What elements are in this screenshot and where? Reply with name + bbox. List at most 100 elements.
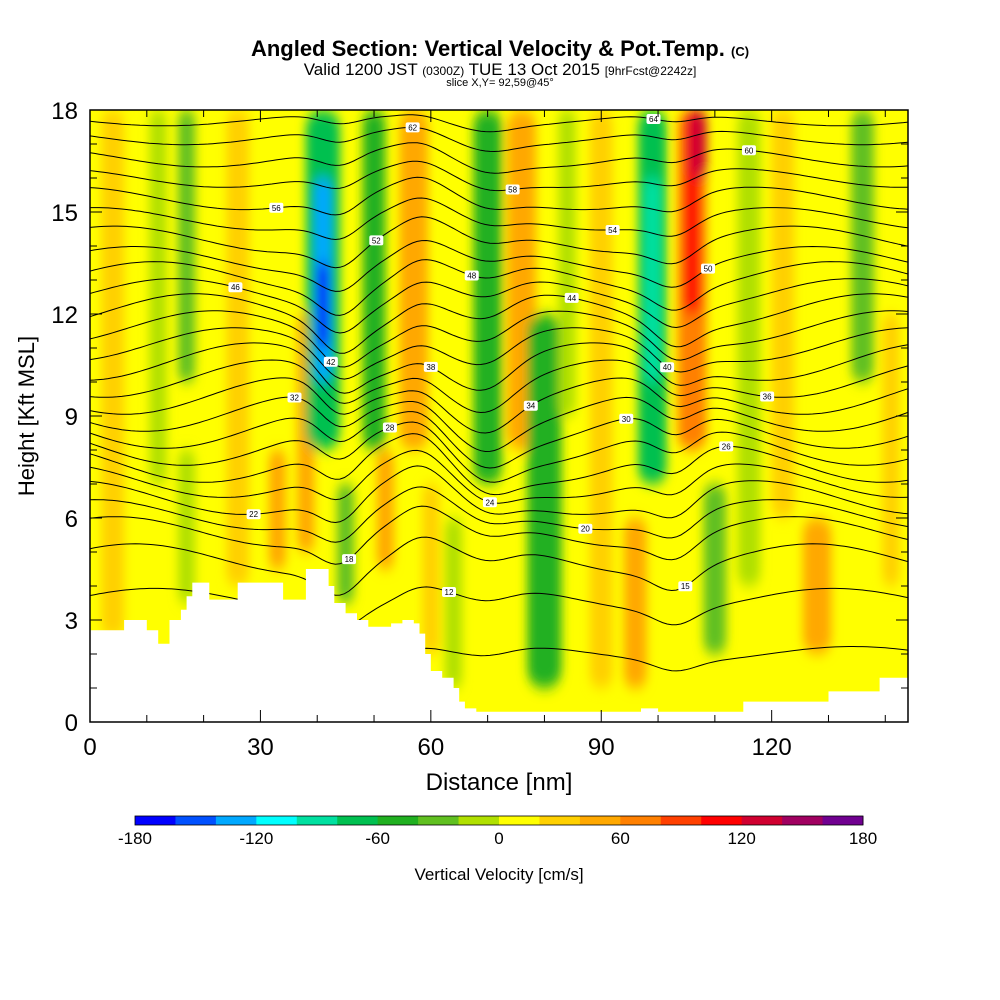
contour-label: 30: [622, 415, 631, 424]
velocity-band: [268, 450, 286, 569]
contour-label-bg: [760, 391, 775, 402]
theta-contours: 9121518202224262830323436384042444648505…: [90, 113, 908, 675]
contour-label-bg: [523, 400, 538, 411]
velocity-band: [101, 110, 125, 637]
theta-contour: [90, 176, 908, 216]
colorbar-segment: [782, 816, 824, 825]
colorbar-segment: [660, 816, 702, 825]
colorbar-tick-label: -60: [365, 829, 390, 848]
contour-label: 44: [567, 294, 576, 303]
contour-label: 62: [408, 123, 417, 132]
theta-contour: [90, 449, 908, 504]
theta-contour: [90, 505, 908, 565]
y-axis-label: Height [Kft MSL]: [14, 336, 39, 496]
contour-label-bg: [678, 581, 693, 592]
contour-label-bg: [382, 422, 397, 433]
valid-time: Valid 1200 JST: [303, 60, 418, 79]
contour-label: 38: [426, 363, 435, 372]
contour-label-bg: [741, 145, 756, 156]
y-tick-label: 9: [65, 404, 78, 431]
contour-label: 32: [290, 393, 299, 402]
colorbar-segment: [215, 816, 257, 825]
valid-utc: (0300Z): [422, 64, 465, 78]
colorbar-segment: [620, 816, 662, 825]
contour-label-bg: [646, 113, 661, 124]
velocity-band: [445, 518, 463, 688]
contour-label: 24: [485, 498, 494, 507]
theta-contour: [90, 278, 908, 334]
colorbar-segment: [822, 816, 864, 825]
theta-contour: [90, 327, 908, 380]
contour-label-bg: [482, 497, 497, 508]
y-tick-label: 3: [65, 608, 78, 635]
contour-label: 64: [649, 115, 658, 124]
colorbar-tick-label: -120: [239, 829, 273, 848]
colorbar-segment: [377, 816, 419, 825]
colorbar-segment: [135, 816, 176, 825]
y-tick-label: 12: [51, 302, 78, 329]
forecast-info: [9hrFcst@2242z]: [604, 64, 697, 78]
contour-label: 15: [681, 582, 690, 591]
x-tick-label: 120: [752, 734, 792, 761]
velocity-band: [703, 484, 727, 654]
contour-label: 34: [526, 402, 535, 411]
contour-label: 40: [663, 363, 672, 372]
contour-label: 28: [385, 423, 394, 432]
colorbar-frame: [134, 815, 864, 826]
contour-label-bg: [442, 586, 457, 597]
contour-label-bg: [269, 202, 284, 213]
x-tick-label: 90: [588, 734, 615, 761]
contour-label: 12: [445, 588, 454, 597]
velocity-band: [422, 484, 440, 654]
contour-label: 52: [372, 236, 381, 245]
plot-area: 9121518202224262830323436384042444648505…: [90, 110, 908, 722]
velocity-band: [399, 110, 428, 450]
contour-label: 18: [345, 555, 354, 564]
velocity-band: [362, 110, 386, 450]
theta-contour: [90, 160, 908, 192]
velocity-band: [623, 518, 647, 688]
velocity-band: [771, 110, 795, 518]
contour-label: 48: [467, 272, 476, 281]
colorbar-segment: [499, 816, 540, 825]
terrain-mask: [90, 569, 908, 722]
contour-label-bg: [369, 235, 384, 246]
velocity-band: [851, 110, 874, 382]
contour-label-bg: [423, 361, 438, 372]
x-tick-label: 60: [417, 734, 444, 761]
contour-label-bg: [605, 224, 620, 235]
slice-info: slice X,Y= 92,59@45°: [446, 77, 554, 89]
x-axis-label: Distance [nm]: [426, 769, 573, 796]
theta-contour: [90, 421, 908, 483]
colorbar-label: Vertical Velocity [cm/s]: [414, 865, 583, 884]
contour-label: 58: [508, 185, 517, 194]
velocity-band: [689, 110, 707, 178]
chart-title: Angled Section: Vertical Velocity & Pot.…: [0, 36, 1000, 62]
x-tick-label: 0: [83, 734, 96, 761]
y-tick-label: 18: [51, 98, 78, 125]
contour-label: 60: [744, 146, 753, 155]
theta-contour: [90, 377, 908, 434]
colorbar-tick-label: 180: [849, 829, 877, 848]
contour-label-bg: [660, 362, 675, 373]
colorbar-segment: [175, 816, 217, 825]
contour-label-bg: [287, 392, 302, 403]
colorbar-segment: [741, 816, 783, 825]
contour-label-bg: [619, 413, 634, 424]
colorbar-tick-label: -180: [118, 829, 152, 848]
contour-label-bg: [323, 356, 338, 367]
theta-contour: [90, 433, 908, 496]
contour-label: 56: [272, 204, 281, 213]
contour-label: 50: [704, 265, 713, 274]
colorbar-segment: [539, 816, 581, 825]
colorbar-tick-label: 120: [727, 829, 755, 848]
theta-contour: [90, 259, 908, 316]
contour-label-bg: [405, 122, 420, 133]
theta-contour: [90, 536, 908, 596]
contour-label-bg: [342, 554, 357, 565]
velocity-band: [737, 110, 761, 586]
chart-title-unit: (C): [731, 44, 750, 59]
theta-contour: [90, 310, 908, 368]
chart-subtitle: Valid 1200 JST (0300Z) TUE 13 Oct 2015 […: [0, 60, 1000, 80]
